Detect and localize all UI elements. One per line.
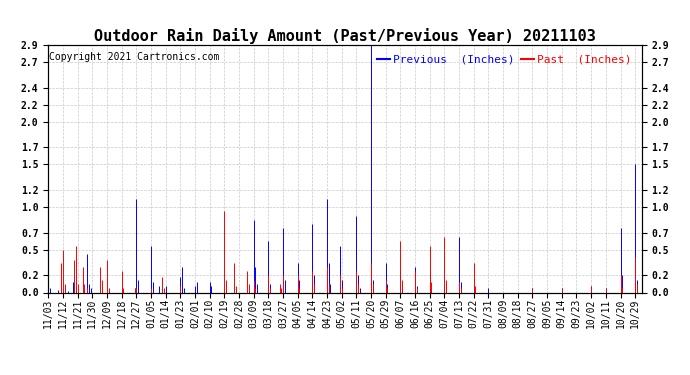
Title: Outdoor Rain Daily Amount (Past/Previous Year) 20211103: Outdoor Rain Daily Amount (Past/Previous… (94, 28, 596, 44)
Legend: Previous  (Inches), Past  (Inches): Previous (Inches), Past (Inches) (373, 51, 636, 69)
Text: Copyright 2021 Cartronics.com: Copyright 2021 Cartronics.com (50, 53, 220, 62)
